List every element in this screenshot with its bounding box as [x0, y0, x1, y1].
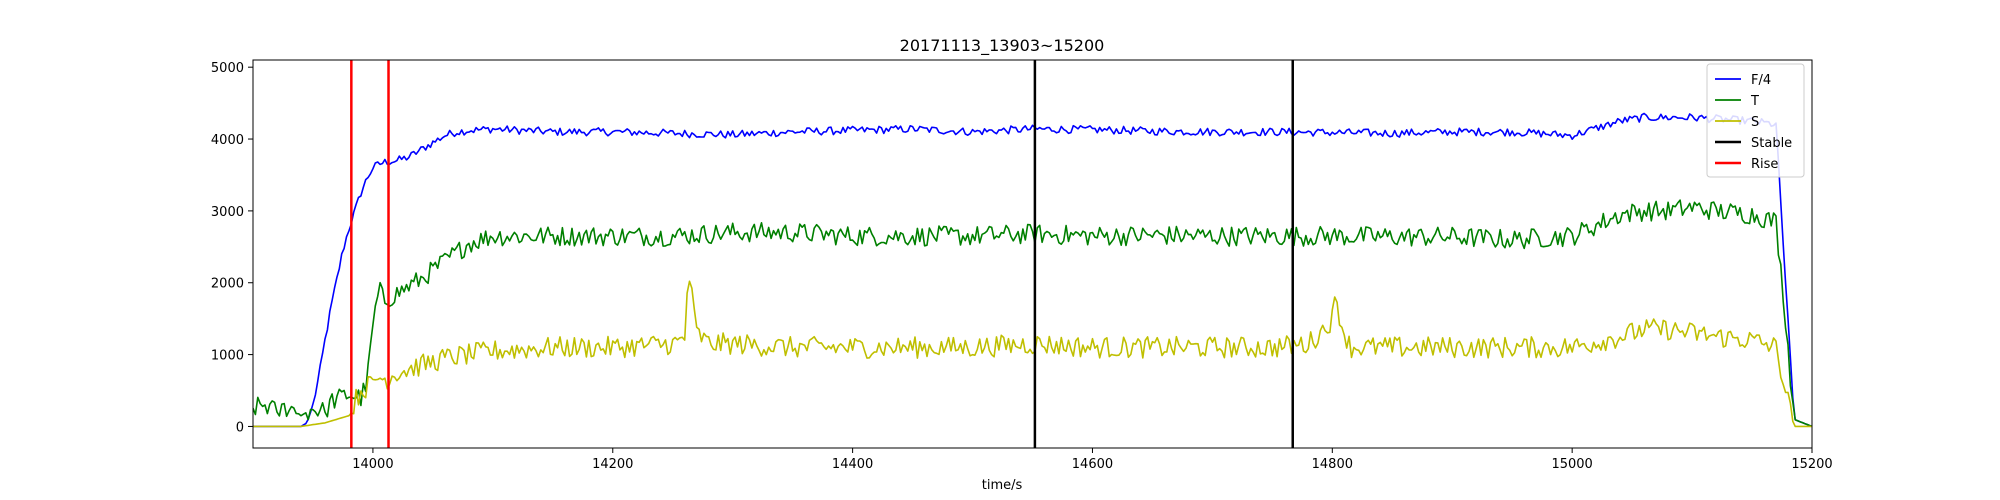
plot-frame [252, 59, 1813, 449]
x-tick-label: 15000 [1551, 457, 1592, 472]
y-tick-label: 1000 [211, 349, 244, 364]
x-axis-label: time/s [982, 478, 1023, 493]
x-tick-label: 14000 [352, 457, 393, 472]
series-line-t [253, 199, 1812, 428]
series-line-s [253, 280, 1812, 428]
y-tick-label: 3000 [211, 205, 244, 220]
y-tick-label: 2000 [211, 277, 244, 292]
y-tick-label: 0 [236, 420, 244, 435]
legend-box [1706, 63, 1805, 178]
x-tick-label: 14800 [1312, 457, 1353, 472]
legend-label-t: T [1750, 94, 1759, 109]
legend-label-rise: Rise [1751, 157, 1778, 172]
y-tick-label: 4000 [211, 133, 244, 148]
plot-area [253, 60, 1812, 448]
x-tick-label: 14400 [832, 457, 873, 472]
chart-title: 20171113_13903~15200 [900, 36, 1105, 56]
legend-label-s: S [1751, 115, 1759, 130]
legend-label-stable: Stable [1751, 136, 1792, 151]
series-line-f-4 [253, 112, 1812, 428]
axis-ticks: 14000 14200 14400 14600 14800 15000 15200 0 1000… [211, 61, 1833, 472]
legend: F/4 TS Stable Rise [1706, 63, 1805, 178]
y-tick-label: 5000 [211, 61, 244, 76]
legend-label-f-4: F/4 [1751, 73, 1771, 88]
x-tick-label: 14600 [1072, 457, 1113, 472]
x-tick-label: 15200 [1791, 457, 1832, 472]
x-tick-label: 14200 [592, 457, 633, 472]
